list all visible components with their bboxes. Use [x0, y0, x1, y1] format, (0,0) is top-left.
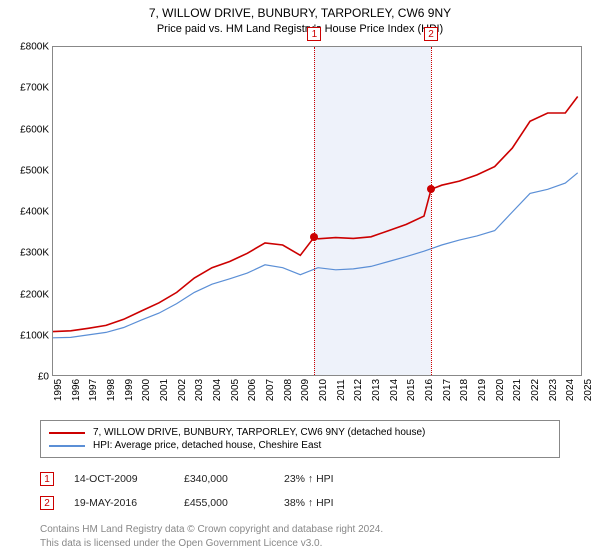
- x-tick-label: 2003: [194, 375, 205, 405]
- footnote: This data is licensed under the Open Gov…: [40, 538, 322, 549]
- x-tick-label: 2014: [389, 375, 400, 405]
- x-tick-label: 2018: [459, 375, 470, 405]
- legend-label: HPI: Average price, detached house, Ches…: [93, 440, 321, 451]
- sale-marker-line: [314, 47, 315, 375]
- x-tick-label: 2025: [583, 375, 594, 405]
- x-tick-label: 2022: [530, 375, 541, 405]
- x-tick-label: 2001: [159, 375, 170, 405]
- x-tick-label: 2010: [318, 375, 329, 405]
- title-block: 7, WILLOW DRIVE, BUNBURY, TARPORLEY, CW6…: [0, 0, 600, 35]
- sale-badge: 2: [40, 496, 54, 510]
- x-tick-label: 2000: [141, 375, 152, 405]
- x-tick-label: 1999: [124, 375, 135, 405]
- y-tick-label: £700K: [9, 83, 49, 94]
- x-tick-label: 2024: [565, 375, 576, 405]
- x-tick-label: 1996: [71, 375, 82, 405]
- x-tick-label: 2023: [548, 375, 559, 405]
- legend-item: HPI: Average price, detached house, Ches…: [49, 440, 551, 451]
- x-tick-label: 2005: [230, 375, 241, 405]
- x-tick-label: 2017: [442, 375, 453, 405]
- legend-label: 7, WILLOW DRIVE, BUNBURY, TARPORLEY, CW6…: [93, 427, 425, 438]
- x-tick-label: 2012: [353, 375, 364, 405]
- y-tick-label: £100K: [9, 330, 49, 341]
- chart-svg: [53, 47, 583, 377]
- x-tick-label: 2015: [406, 375, 417, 405]
- y-tick-label: £200K: [9, 289, 49, 300]
- x-tick-label: 2008: [283, 375, 294, 405]
- sale-badge: 1: [40, 472, 54, 486]
- footnote: Contains HM Land Registry data © Crown c…: [40, 524, 383, 535]
- chart-subtitle: Price paid vs. HM Land Registry's House …: [0, 23, 600, 35]
- x-tick-label: 2002: [177, 375, 188, 405]
- y-tick-label: £400K: [9, 207, 49, 218]
- sale-marker-badge: 1: [307, 27, 321, 41]
- sale-marker-dot: [427, 185, 435, 193]
- sale-marker-badge: 2: [424, 27, 438, 41]
- sale-date: 14-OCT-2009: [74, 473, 184, 485]
- x-tick-label: 1997: [88, 375, 99, 405]
- y-tick-label: £800K: [9, 42, 49, 53]
- x-tick-label: 2019: [477, 375, 488, 405]
- x-tick-label: 2016: [424, 375, 435, 405]
- legend-item: 7, WILLOW DRIVE, BUNBURY, TARPORLEY, CW6…: [49, 427, 551, 438]
- sale-row: 1 14-OCT-2009 £340,000 23% ↑ HPI: [40, 472, 560, 486]
- sale-price: £455,000: [184, 497, 284, 509]
- sale-marker-line: [431, 47, 432, 375]
- sale-marker-dot: [310, 233, 318, 241]
- sale-delta: 38% ↑ HPI: [284, 497, 374, 509]
- y-tick-label: £0: [9, 372, 49, 383]
- x-tick-label: 1998: [106, 375, 117, 405]
- legend-swatch: [49, 432, 85, 434]
- x-tick-label: 2013: [371, 375, 382, 405]
- y-tick-label: £500K: [9, 165, 49, 176]
- x-tick-label: 2011: [336, 375, 347, 405]
- legend-box: 7, WILLOW DRIVE, BUNBURY, TARPORLEY, CW6…: [40, 420, 560, 458]
- sale-row: 2 19-MAY-2016 £455,000 38% ↑ HPI: [40, 496, 560, 510]
- y-tick-label: £300K: [9, 248, 49, 259]
- legend-swatch: [49, 445, 85, 447]
- chart-title: 7, WILLOW DRIVE, BUNBURY, TARPORLEY, CW6…: [0, 6, 600, 20]
- x-tick-label: 2009: [300, 375, 311, 405]
- x-tick-label: 2006: [247, 375, 258, 405]
- x-tick-label: 2020: [495, 375, 506, 405]
- x-tick-label: 2007: [265, 375, 276, 405]
- x-tick-label: 2021: [512, 375, 523, 405]
- y-tick-label: £600K: [9, 124, 49, 135]
- x-tick-label: 2004: [212, 375, 223, 405]
- x-tick-label: 1995: [53, 375, 64, 405]
- chart-plot-area: £0£100K£200K£300K£400K£500K£600K£700K£80…: [52, 46, 582, 376]
- sale-date: 19-MAY-2016: [74, 497, 184, 509]
- sale-delta: 23% ↑ HPI: [284, 473, 374, 485]
- sale-price: £340,000: [184, 473, 284, 485]
